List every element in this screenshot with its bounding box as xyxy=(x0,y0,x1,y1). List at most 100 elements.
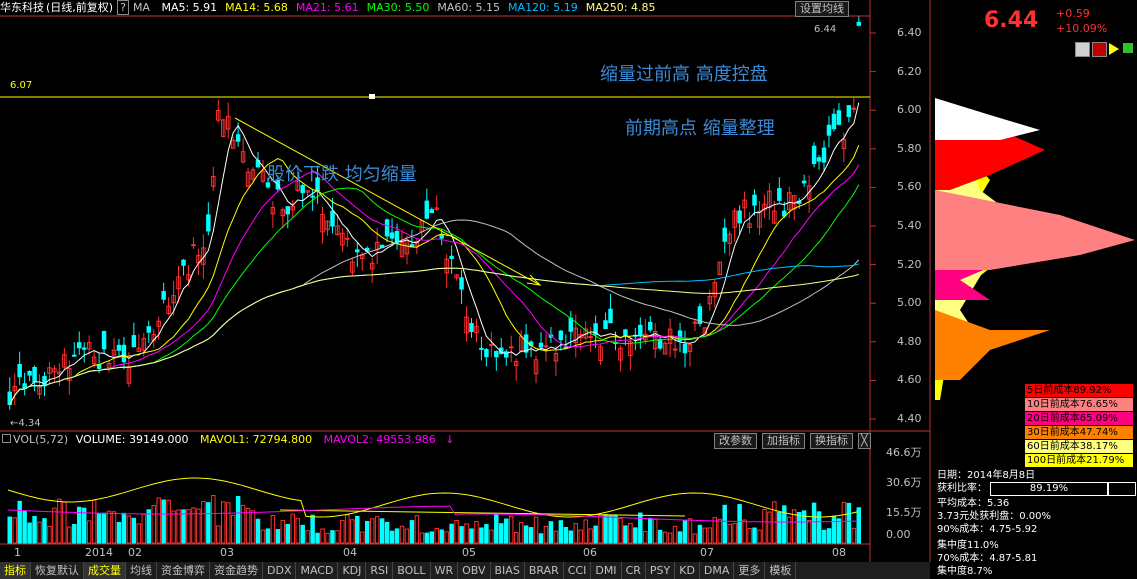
candle-body xyxy=(47,367,52,374)
add-indicator-button[interactable]: 加指标 xyxy=(762,433,805,449)
volume-bar xyxy=(811,502,817,544)
tab-12[interactable]: OBV xyxy=(458,562,491,579)
ma-header: 华东科技 (日线,前复权)? MA MA5: 5.91 MA14: 5.68 MA21:… xyxy=(0,0,870,16)
tab-0[interactable]: 指标 xyxy=(0,562,31,579)
volume-bar xyxy=(62,501,67,544)
candle-body xyxy=(369,262,375,270)
volume-bar xyxy=(285,523,291,544)
tab-8[interactable]: KDJ xyxy=(338,562,367,579)
volume-bar xyxy=(558,520,564,544)
tab-17[interactable]: CR xyxy=(622,562,646,579)
tab-5[interactable]: 资金趋势 xyxy=(210,562,263,579)
price-tick-label: 6.20 xyxy=(897,64,922,78)
candle-body xyxy=(52,368,57,373)
price-tick-label: 4.60 xyxy=(897,373,922,387)
candle-body xyxy=(469,323,474,333)
candle-body xyxy=(325,220,330,231)
tab-19[interactable]: KD xyxy=(675,562,700,579)
volume-bar xyxy=(648,517,653,544)
tab-6[interactable]: DDX xyxy=(263,562,297,579)
candle-body xyxy=(225,115,231,130)
candle-body xyxy=(816,157,822,162)
settings-ma-button[interactable]: 设置均线 xyxy=(795,1,849,17)
volume-bar xyxy=(568,530,574,544)
volume-bar xyxy=(657,529,663,544)
volume-bar xyxy=(250,510,256,544)
tab-1[interactable]: 恢复默认 xyxy=(31,562,84,579)
tab-9[interactable]: RSI xyxy=(366,562,394,579)
price-tick-label: 6.00 xyxy=(897,103,922,117)
volume-bar xyxy=(573,523,578,544)
candle-body xyxy=(662,342,668,355)
tab-14[interactable]: BRAR xyxy=(525,562,564,579)
tab-18[interactable]: PSY xyxy=(646,562,676,579)
candle-body xyxy=(186,274,191,281)
candle-body xyxy=(494,351,499,358)
cost-row: 5日前成本89.92% xyxy=(1025,384,1133,397)
volume-bar xyxy=(305,530,310,544)
tab-4[interactable]: 资金博弈 xyxy=(157,562,210,579)
candle-body xyxy=(146,326,151,333)
time-tick-label: 08 xyxy=(832,546,846,559)
volume-bar xyxy=(374,516,380,544)
arrow-down-icon[interactable]: ↓ xyxy=(445,433,455,446)
mavol2-value: MAVOL2: 49553.986 xyxy=(323,433,436,446)
tab-13[interactable]: BIAS xyxy=(491,562,525,579)
volume-bar xyxy=(464,523,469,544)
ma60-line xyxy=(9,219,860,405)
volume-bar xyxy=(469,528,474,544)
play-icon[interactable] xyxy=(1109,43,1119,55)
chart-icon[interactable] xyxy=(1075,42,1090,57)
tab-11[interactable]: WR xyxy=(431,562,459,579)
volume-bar xyxy=(300,524,305,544)
volume-bar xyxy=(42,518,47,544)
volume-bar xyxy=(330,530,335,544)
tab-15[interactable]: CCI xyxy=(564,562,592,579)
chip-top xyxy=(935,98,1040,140)
tab-21[interactable]: 更多 xyxy=(734,562,766,579)
change-params-button[interactable]: 改参数 xyxy=(714,433,757,449)
flag-icon[interactable] xyxy=(1092,42,1107,57)
tab-3[interactable]: 均线 xyxy=(126,562,157,579)
tab-10[interactable]: BOLL xyxy=(393,562,431,579)
candle-body xyxy=(657,338,663,349)
volume-trend-line xyxy=(279,509,686,517)
ref-line-handle xyxy=(369,94,375,99)
candle-body xyxy=(320,214,325,233)
candle-body xyxy=(727,233,732,244)
volume-bar xyxy=(474,521,479,544)
candle-body xyxy=(429,209,435,214)
close-icon[interactable]: ╳ xyxy=(858,433,871,449)
price-tick-label: 5.40 xyxy=(897,219,922,232)
candle-body xyxy=(573,327,578,344)
volume-bar xyxy=(7,516,12,544)
arrow-icon[interactable] xyxy=(1123,43,1133,53)
candle-body xyxy=(558,330,564,341)
tab-20[interactable]: DMA xyxy=(700,562,735,579)
candle-body xyxy=(747,223,752,228)
tab-22[interactable]: 模板 xyxy=(765,562,797,579)
ma250-line xyxy=(9,267,859,405)
candle-body xyxy=(42,375,47,387)
candle-body xyxy=(672,348,678,351)
volume-bar xyxy=(737,504,742,544)
tab-7[interactable]: MACD xyxy=(296,562,339,579)
volume-bar xyxy=(335,530,340,544)
tab-2[interactable]: 成交量 xyxy=(84,562,126,579)
candle-body xyxy=(57,371,62,375)
volume-bar xyxy=(131,517,137,544)
candle-body xyxy=(434,207,439,210)
volume-bar xyxy=(320,528,325,544)
help-icon[interactable]: ? xyxy=(117,0,129,15)
time-tick-label: 04 xyxy=(343,546,357,559)
tab-16[interactable]: DMI xyxy=(591,562,622,579)
switch-indicator-button[interactable]: 换指标 xyxy=(810,433,853,449)
candle-body xyxy=(260,170,266,182)
checkbox-icon[interactable] xyxy=(2,434,11,443)
volume-bar xyxy=(816,511,822,544)
candle-body xyxy=(374,241,380,251)
cost-row: 100日前成本21.79% xyxy=(1025,454,1133,467)
profit-line: 获利比率： xyxy=(937,483,987,494)
volume-bar xyxy=(801,510,807,544)
